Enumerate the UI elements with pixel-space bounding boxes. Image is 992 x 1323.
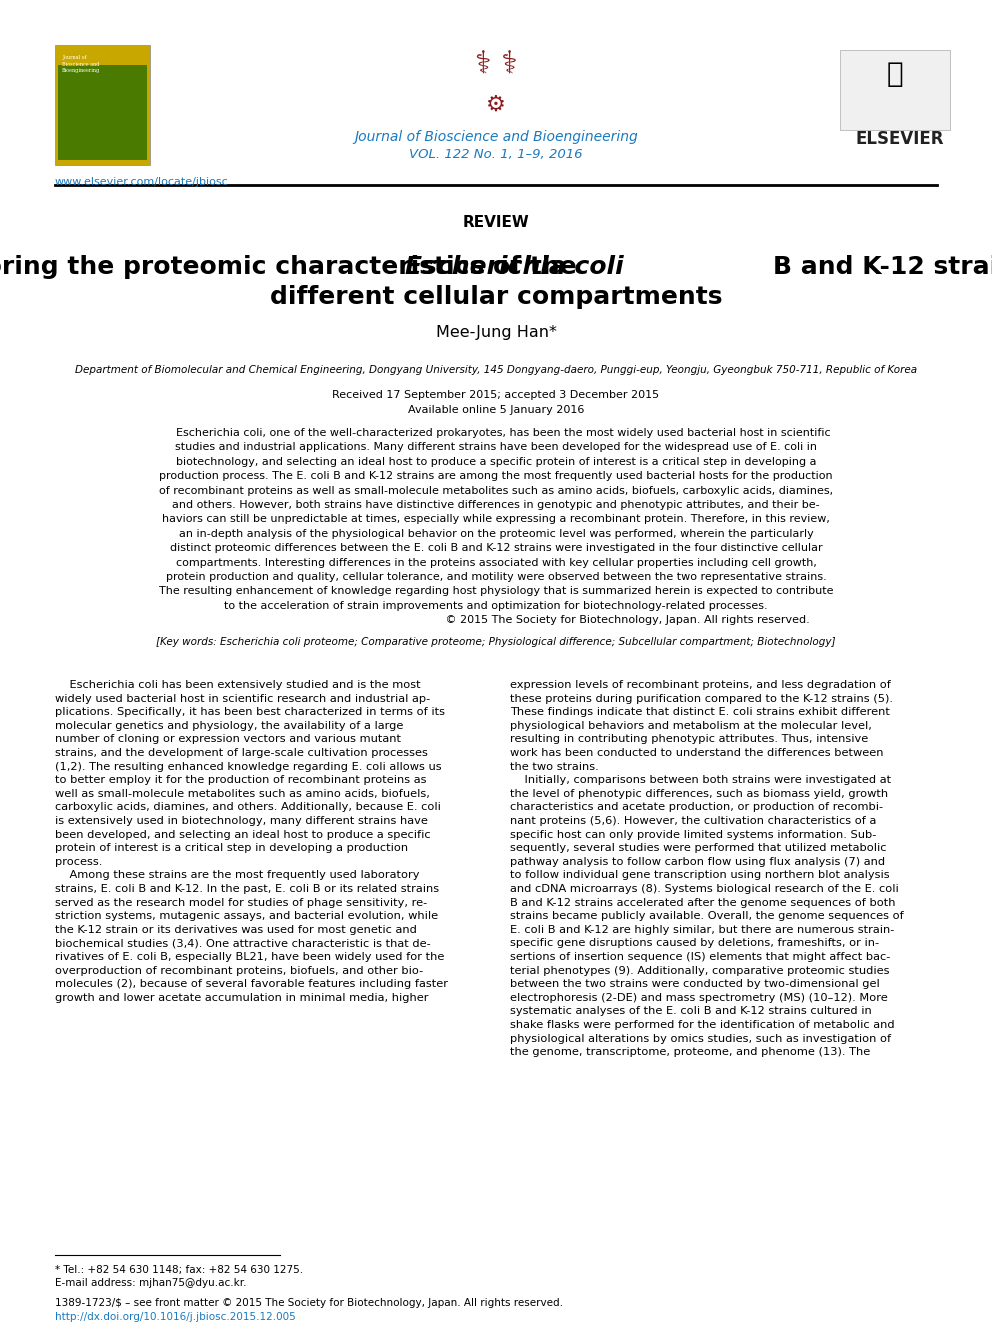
Text: Mee-Jung Han*: Mee-Jung Han* — [435, 325, 557, 340]
FancyBboxPatch shape — [58, 65, 147, 160]
Text: VOL. 122 No. 1, 1–9, 2016: VOL. 122 No. 1, 1–9, 2016 — [410, 148, 582, 161]
Text: * Tel.: +82 54 630 1148; fax: +82 54 630 1275.: * Tel.: +82 54 630 1148; fax: +82 54 630… — [55, 1265, 304, 1275]
Text: [Key words: Escherichia coli proteome; Comparative proteome; Physiological diffe: [Key words: Escherichia coli proteome; C… — [157, 636, 835, 647]
Text: 🌳: 🌳 — [887, 60, 904, 89]
Text: Received 17 September 2015; accepted 3 December 2015: Received 17 September 2015; accepted 3 D… — [332, 390, 660, 400]
Text: Department of Biomolecular and Chemical Engineering, Dongyang University, 145 Do: Department of Biomolecular and Chemical … — [75, 365, 917, 374]
Text: E-mail address: mjhan75@dyu.ac.kr.: E-mail address: mjhan75@dyu.ac.kr. — [55, 1278, 246, 1289]
Text: Escherichia coli, one of the well-characterized prokaryotes, has been the most w: Escherichia coli, one of the well-charac… — [159, 429, 833, 626]
Text: expression levels of recombinant proteins, and less degradation of
these protein: expression levels of recombinant protein… — [510, 680, 904, 1057]
Text: ⚙: ⚙ — [486, 95, 506, 115]
FancyBboxPatch shape — [55, 45, 150, 165]
Text: different cellular compartments: different cellular compartments — [270, 284, 722, 310]
Text: Journal of Bioscience and Bioengineering: Journal of Bioscience and Bioengineering — [354, 130, 638, 144]
Text: ELSEVIER: ELSEVIER — [856, 130, 944, 148]
Text: 1389-1723/$ – see front matter © 2015 The Society for Biotechnology, Japan. All : 1389-1723/$ – see front matter © 2015 Th… — [55, 1298, 563, 1308]
Text: Escherichia coli has been extensively studied and is the most
widely used bacter: Escherichia coli has been extensively st… — [55, 680, 448, 1003]
Text: ⚕ ⚕: ⚕ ⚕ — [474, 50, 518, 79]
Text: http://dx.doi.org/10.1016/j.jbiosc.2015.12.005: http://dx.doi.org/10.1016/j.jbiosc.2015.… — [55, 1312, 296, 1322]
Text: Available online 5 January 2016: Available online 5 January 2016 — [408, 405, 584, 415]
FancyBboxPatch shape — [840, 50, 950, 130]
Text: Journal of
Bioscience and
Bioengineering: Journal of Bioscience and Bioengineering — [62, 56, 100, 73]
Text: Escherichia coli: Escherichia coli — [31, 255, 961, 279]
Text: Exploring the proteomic characteristics of the                B and K-12 strains: Exploring the proteomic characteristics … — [0, 255, 992, 279]
Text: REVIEW: REVIEW — [462, 216, 530, 230]
Text: www.elsevier.com/locate/jbiosc: www.elsevier.com/locate/jbiosc — [55, 177, 229, 187]
